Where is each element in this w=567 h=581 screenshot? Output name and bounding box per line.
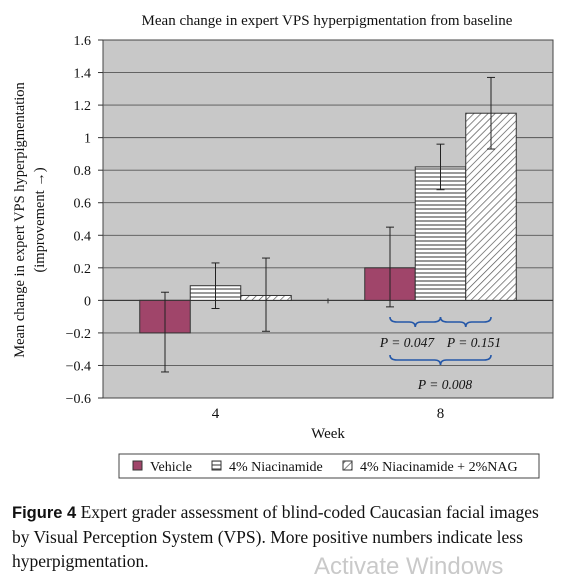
legend-label: 4% Niacinamide <box>229 460 323 475</box>
y-tick-label: −0.4 <box>66 359 91 374</box>
y-tick-label: 1.2 <box>74 99 92 114</box>
chart: −0.6 −0.4 −0.2 0 0.2 0.4 0.6 0.8 1 1.2 1.4 1.6 4 8 P … <box>12 13 554 479</box>
legend-box <box>118 453 540 479</box>
p-value-label: P = 0.151 <box>446 335 501 350</box>
y-tick-label: −0.2 <box>66 327 91 342</box>
activate-windows-watermark: Activate Windows <box>314 553 504 580</box>
brace-vehicle-vs-niacinamide <box>389 316 442 328</box>
figure-label: Figure 4 <box>12 504 77 522</box>
chart-title: Mean change in expert VPS hyperpigmentat… <box>142 13 513 29</box>
p-value-label: P = 0.047 <box>379 335 435 350</box>
legend-swatch <box>211 460 222 471</box>
x-tick-label: 4 <box>212 406 220 422</box>
y-tick-label: −0.6 <box>66 392 91 407</box>
y-tick-label: 0.2 <box>74 262 92 277</box>
y-tick-label: 0.6 <box>74 197 92 212</box>
legend-swatch <box>342 460 353 471</box>
brace-vehicle-vs-nag <box>389 354 492 366</box>
legend-swatch <box>132 460 143 471</box>
legend: Vehicle 4% Niacinamide 4% Niacinamide + 2%… <box>118 453 540 479</box>
y-axis-label: Mean change in expert VPS hyperpigmentat… <box>12 81 28 357</box>
y-tick-label: 1.4 <box>74 67 92 82</box>
legend-label: 4% Niacinamide + 2%NAG <box>360 460 518 475</box>
brace-niacinamide-vs-nag <box>439 316 492 328</box>
y-tick-label: 1 <box>84 132 91 147</box>
x-tick-label: 8 <box>437 406 445 422</box>
legend-label: Vehicle <box>150 460 192 475</box>
bar-4-niacinamide-2-nag <box>465 112 517 301</box>
y-tick-label: 1.6 <box>74 34 92 49</box>
p-value-label: P = 0.008 <box>417 377 472 392</box>
figure-caption: Figure 4 Expert grader assessment of bli… <box>12 500 560 573</box>
chart-svg: −0.6 −0.4 −0.2 0 0.2 0.4 0.6 0.8 1 1.2 1.4 1.6 4 8 P … <box>12 13 554 479</box>
y-tick-label: 0.4 <box>74 229 92 244</box>
figure-caption-text: Expert grader assessment of blind-coded … <box>12 502 539 571</box>
y-axis-label-note: (improvement →) <box>32 167 48 272</box>
x-axis-label: Week <box>311 426 345 442</box>
y-tick-label: 0.8 <box>74 164 92 179</box>
y-tick-label: 0 <box>84 294 91 309</box>
